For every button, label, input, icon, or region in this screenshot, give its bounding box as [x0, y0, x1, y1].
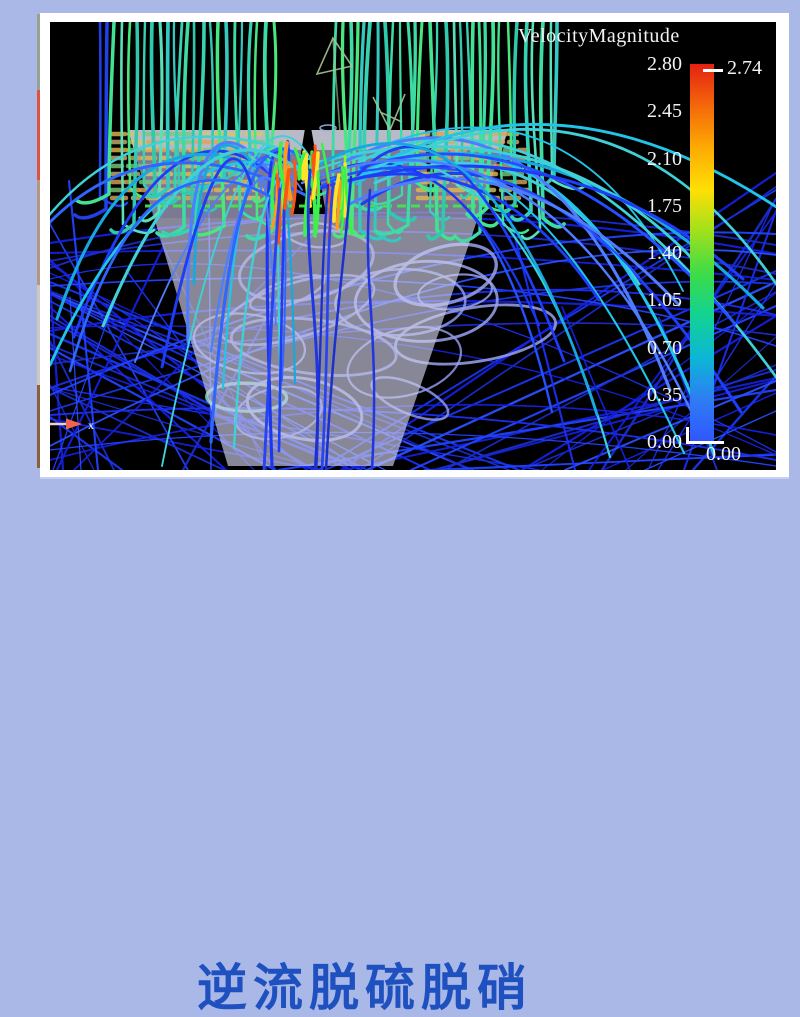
- colorbar-min-tick: [686, 441, 724, 444]
- inlet-jet-streamlines: [73, 22, 587, 243]
- wireframe-ring-icon: [319, 124, 337, 132]
- colorbar-tick-label: 0.00: [647, 431, 682, 453]
- colorbar-min-label: 0.00: [706, 443, 741, 465]
- center-downflow-streamlines: [262, 168, 376, 470]
- legend-title: VelocityMagnitude: [518, 25, 680, 47]
- colorbar-tick-label: 2.45: [647, 100, 682, 123]
- wireframe-edge: [332, 37, 341, 133]
- colorbar-max-label: 2.74: [727, 57, 762, 79]
- wireframe-geometry: [315, 36, 406, 133]
- slide-caption: 逆流脱硫脱硝: [197, 959, 533, 1017]
- colorbar-gradient: [690, 64, 714, 442]
- colorbar-min-tick-riser: [686, 427, 689, 444]
- wireframe-triangle2-icon: [372, 93, 406, 132]
- colorbar-tick-label: 2.80: [647, 53, 682, 75]
- streamline-plot: x: [50, 22, 776, 470]
- colorbar-tick-label: 1.05: [647, 289, 682, 312]
- colorbar-tick-label: 2.10: [647, 147, 682, 170]
- wireframe-triangle-icon: [315, 36, 354, 76]
- colorbar-max-tick: [703, 69, 723, 72]
- colorbar-tick-label: 0.35: [647, 383, 682, 406]
- colorbar-tick-label: 1.75: [647, 194, 682, 217]
- colorbar-tick-label: 0.70: [647, 336, 682, 359]
- slide-page: { "page": {"background":"#a9b8e6"}, "cap…: [0, 13, 800, 1016]
- colorbar-tick-label: 1.40: [647, 242, 682, 264]
- caption-band: 逆流脱硫脱硝: [0, 478, 800, 1016]
- caption-divider: [40, 477, 789, 479]
- x-axis-label: x: [88, 418, 94, 432]
- colorbar-tick-labels: 2.80 2.45 2.10 1.75 1.40 1.05 0.70 0.35 0.00: [600, 52, 682, 454]
- fountain-arc-streamlines: [50, 122, 776, 468]
- cfd-viewport: x VelocityMagnitude 2.80 2.45 2.10 1.75 1.40…: [50, 22, 776, 470]
- axis-triad: x: [50, 418, 94, 432]
- x-axis-arrow-icon: [66, 418, 82, 430]
